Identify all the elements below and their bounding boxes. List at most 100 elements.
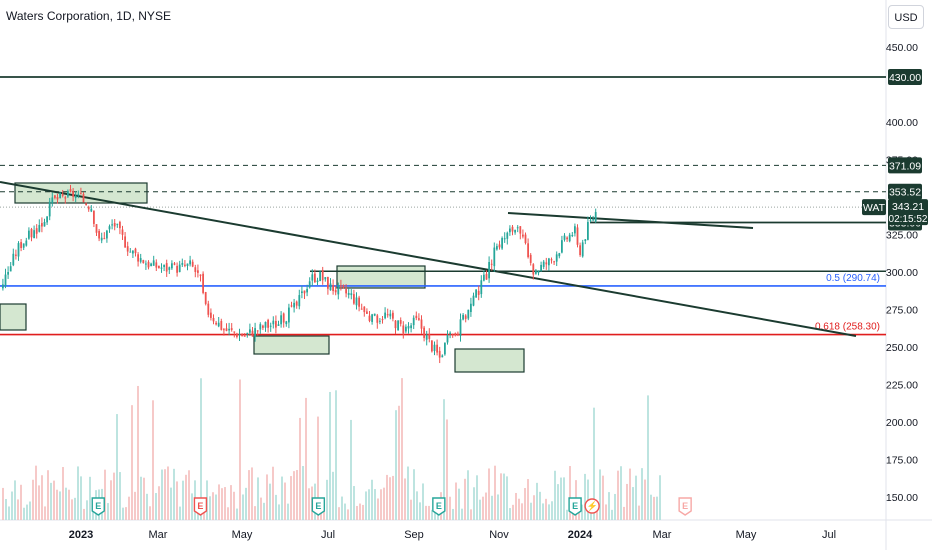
candle-body: [155, 262, 158, 268]
candle-body: [103, 238, 106, 240]
candle-body: [496, 246, 498, 250]
volume-bar: [221, 488, 223, 520]
volume-bar: [125, 507, 127, 520]
candle-body: [43, 221, 46, 227]
candle-body: [129, 251, 132, 253]
candle-body: [490, 263, 493, 265]
earnings-icon: [311, 497, 326, 516]
candle-body: [529, 254, 532, 263]
currency-button[interactable]: USD: [888, 5, 924, 29]
time-axis[interactable]: 2023 Mar May Jul Sep Nov 2024 Mar May Jul: [69, 529, 836, 541]
last-price-text: 343.21: [892, 201, 924, 213]
candle-body: [272, 320, 275, 325]
volume-bar: [401, 378, 403, 520]
candle-body: [501, 238, 503, 249]
volume-bar: [428, 505, 430, 520]
volume-bar: [266, 474, 268, 520]
volume-bar: [104, 469, 106, 520]
candle-body: [243, 335, 246, 337]
volume-bar: [14, 480, 16, 520]
volume-bar: [392, 475, 394, 520]
candle-body: [394, 320, 397, 329]
volume-bar: [173, 468, 175, 520]
candle-body: [269, 325, 272, 327]
volume-bar: [41, 475, 43, 520]
candle-body: [38, 225, 41, 232]
candle-body: [12, 253, 15, 266]
candle-body: [381, 319, 384, 321]
candle-body: [379, 320, 381, 322]
candle-body: [537, 270, 540, 273]
volume-bar: [38, 485, 40, 520]
candle-body: [178, 264, 181, 273]
volume-bar: [488, 468, 490, 520]
volume-bar: [29, 501, 31, 520]
volume-bar: [269, 483, 271, 520]
volume-bar: [179, 506, 181, 520]
volume-bar: [35, 465, 37, 520]
candle-body: [223, 329, 225, 331]
candle-body: [373, 313, 376, 316]
candle-body: [353, 294, 355, 304]
volume-bar: [47, 470, 49, 520]
candle-body: [119, 221, 121, 229]
candle-body: [433, 344, 436, 351]
price-tick: 325.00: [886, 230, 918, 242]
candle-body: [210, 312, 212, 318]
volume-bar: [632, 487, 634, 520]
volume-bar: [596, 504, 598, 520]
time-tick: 2023: [69, 529, 93, 541]
candle-body: [217, 322, 220, 327]
fib-label: 0.5 (290.74): [826, 273, 880, 284]
price-label-text: 371.09: [889, 160, 921, 172]
candle-body: [340, 285, 342, 287]
candle-body: [316, 280, 319, 283]
volume-bar: [218, 484, 220, 520]
volume-bar: [155, 493, 157, 520]
candle-body: [506, 232, 509, 239]
earnings-events[interactable]: E E E E E ⚡ E: [91, 497, 692, 516]
candle-body: [306, 288, 308, 293]
candle-body: [126, 246, 129, 252]
volume-bar: [497, 494, 499, 520]
candle-body: [384, 312, 386, 319]
volume-bar: [479, 499, 481, 520]
volume-bar: [359, 503, 361, 520]
candle-body: [389, 313, 392, 317]
candle-body: [163, 264, 165, 268]
price-tick: 150.00: [886, 492, 918, 504]
candle-body: [61, 194, 64, 196]
candle-body: [350, 293, 353, 296]
event-label: E: [682, 501, 688, 511]
volume-bar: [353, 486, 355, 520]
volume-bar: [317, 416, 319, 520]
candle-body: [160, 267, 163, 269]
price-axis[interactable]: 450.00400.00375.00325.00300.00275.00250.…: [862, 42, 928, 504]
candle-body: [589, 220, 592, 222]
volume-bar: [452, 508, 454, 520]
candle-body: [407, 326, 410, 329]
candle-body: [446, 335, 449, 343]
volume-bar: [134, 491, 136, 520]
candle-body: [212, 318, 215, 322]
candle-body: [20, 242, 22, 249]
volume-bar: [515, 492, 517, 520]
candle-body: [48, 201, 51, 217]
event-label: ⚡: [587, 500, 598, 512]
volume-bar: [116, 414, 118, 520]
candle-body: [428, 333, 431, 339]
candle-body: [267, 319, 269, 328]
volume-bar: [167, 466, 169, 520]
candle-body: [342, 284, 345, 288]
volume-bar: [323, 506, 325, 520]
candle-body: [215, 322, 217, 325]
volume-bar: [305, 397, 307, 520]
price-label-text: 353.52: [889, 187, 921, 199]
candle-body: [191, 261, 194, 267]
candle-body: [207, 303, 210, 315]
candle-body: [137, 254, 139, 262]
candle-body: [561, 240, 563, 253]
volume-bar: [329, 391, 331, 520]
candle-body: [566, 237, 568, 240]
